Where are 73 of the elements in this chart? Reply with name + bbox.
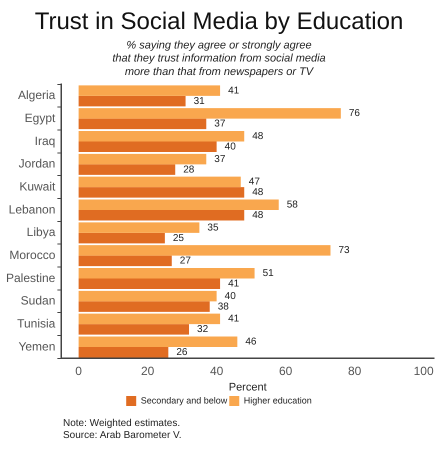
data-label: 32: [197, 324, 209, 336]
bar: [78, 118, 206, 130]
bar: [78, 164, 176, 175]
bar: [78, 141, 217, 152]
data-label: 27: [180, 256, 192, 267]
y-tick-label: Iraq: [34, 134, 56, 148]
data-label: 58: [286, 199, 298, 210]
bar: [78, 108, 341, 119]
y-tick-label: Algeria: [18, 88, 56, 102]
y-tick-label: Morocco: [9, 248, 56, 262]
bar: [78, 336, 238, 347]
data-label: 76: [348, 108, 360, 120]
data-label: 48: [252, 130, 264, 142]
data-label: 40: [224, 290, 236, 302]
x-tick-label: 100: [414, 364, 434, 378]
legend-label: Higher education: [244, 395, 312, 406]
data-label: 41: [228, 278, 240, 290]
bar: [78, 301, 210, 312]
bar: [78, 187, 244, 198]
x-tick-label: 0: [75, 364, 82, 378]
x-tick-label: 80: [348, 364, 362, 378]
bar: [78, 256, 172, 266]
bar: [78, 176, 241, 188]
text: Note: Weighted estimates.: [63, 418, 182, 430]
x-tick-label: 40: [210, 364, 224, 378]
chart-title: Trust in Social Media by Education: [34, 8, 404, 36]
data-label: 38: [218, 301, 230, 312]
data-label: 25: [172, 232, 184, 244]
data-label: 37: [214, 154, 226, 165]
data-label: 46: [245, 336, 257, 348]
x-tick-label: 20: [140, 364, 155, 378]
data-label: 28: [183, 164, 195, 176]
data-label: 40: [224, 141, 236, 152]
data-label: 48: [252, 210, 264, 221]
bar: [78, 278, 220, 289]
y-tick-label: Libya: [26, 225, 56, 240]
bar: [78, 130, 244, 142]
source-note: Source: Arab Barometer V.: [63, 430, 182, 442]
bar: [78, 232, 165, 244]
data-label: 26: [176, 346, 188, 358]
legend-label: Secondary and below: [140, 395, 228, 406]
y-tick-label: Tunisia: [17, 316, 56, 330]
bar: [78, 210, 244, 220]
y-tick-label: Egypt: [24, 110, 56, 125]
y-tick-label: Sudan: [20, 294, 56, 308]
bar: [78, 290, 217, 302]
y-tick-label: Kuwait: [19, 179, 56, 194]
bar: [78, 222, 200, 233]
bar: [78, 314, 220, 324]
bar: [78, 199, 279, 210]
x-tick-label: 60: [278, 364, 293, 378]
chart-subtitle: % saying they agree or strongly agree that they trust information from social media more than that from newspapers or TV: [112, 39, 326, 78]
bar: [78, 268, 255, 278]
data-label: 41: [228, 85, 240, 96]
y-tick-label: Lebanon: [8, 202, 56, 216]
bar: [78, 85, 220, 96]
data-label: 47: [248, 176, 260, 188]
bar: [78, 245, 330, 256]
x-axis-title: Percent: [228, 381, 267, 394]
bar: [78, 346, 168, 358]
data-label: 48: [252, 187, 264, 198]
bar: [78, 96, 186, 106]
data-label: 31: [194, 96, 206, 107]
y-tick-label: Yemen: [18, 339, 56, 354]
data-label: 41: [228, 314, 240, 325]
bar: [78, 324, 190, 335]
y-tick-label: Palestine: [6, 270, 56, 285]
bar: [78, 154, 206, 164]
data-label: 37: [214, 118, 226, 130]
data-label: 73: [338, 245, 350, 256]
data-label: 35: [207, 222, 219, 234]
data-label: 51: [262, 268, 274, 279]
y-tick-label: Jordan: [18, 156, 56, 171]
